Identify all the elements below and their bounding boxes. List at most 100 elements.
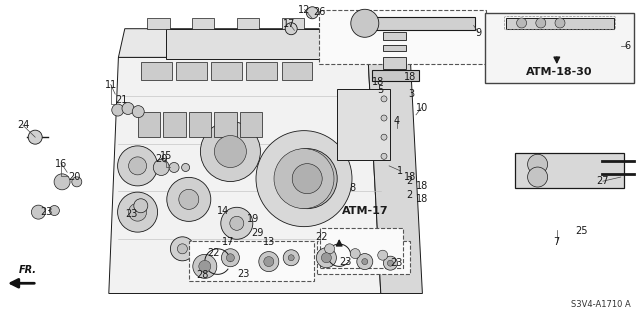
Bar — [246, 62, 277, 80]
Circle shape — [381, 115, 387, 121]
Text: 18: 18 — [403, 172, 416, 182]
Circle shape — [49, 205, 60, 216]
Text: 23: 23 — [339, 256, 352, 267]
Circle shape — [227, 254, 234, 262]
Circle shape — [351, 9, 379, 37]
Bar — [237, 18, 259, 29]
Circle shape — [129, 203, 147, 221]
Text: 26: 26 — [313, 7, 326, 17]
Text: 24: 24 — [17, 120, 29, 130]
Text: 1: 1 — [397, 166, 403, 176]
Text: 6: 6 — [624, 41, 630, 51]
Text: 23: 23 — [40, 207, 52, 217]
Circle shape — [381, 153, 387, 159]
Text: 5: 5 — [378, 85, 384, 95]
Text: 18: 18 — [416, 194, 429, 204]
Text: 17: 17 — [283, 19, 296, 29]
Circle shape — [259, 252, 279, 271]
Circle shape — [28, 130, 42, 144]
Circle shape — [182, 163, 189, 172]
Text: 28: 28 — [196, 270, 209, 280]
Circle shape — [362, 259, 368, 264]
Text: 23: 23 — [125, 209, 138, 219]
Bar — [189, 241, 314, 281]
Circle shape — [536, 18, 546, 28]
Circle shape — [383, 256, 397, 270]
Bar — [138, 112, 160, 137]
Circle shape — [277, 149, 337, 209]
Circle shape — [54, 174, 70, 190]
Polygon shape — [109, 57, 381, 293]
Text: 25: 25 — [575, 226, 588, 236]
Text: 4: 4 — [394, 115, 400, 126]
Bar — [141, 62, 172, 80]
Bar — [211, 62, 242, 80]
Circle shape — [31, 205, 45, 219]
Bar — [317, 241, 410, 274]
Text: 9: 9 — [476, 27, 482, 38]
Bar — [189, 112, 211, 137]
Text: 18: 18 — [371, 77, 384, 87]
Circle shape — [285, 23, 297, 35]
Bar — [319, 10, 486, 64]
Text: 13: 13 — [262, 237, 275, 248]
Circle shape — [288, 255, 294, 261]
Text: 22: 22 — [315, 232, 328, 242]
Text: S3V4-A1710 A: S3V4-A1710 A — [571, 300, 630, 309]
Circle shape — [357, 254, 372, 270]
Bar — [214, 112, 237, 137]
Polygon shape — [118, 29, 368, 57]
Bar — [365, 17, 475, 30]
Circle shape — [378, 250, 388, 260]
Bar — [176, 62, 207, 80]
Text: 21: 21 — [115, 94, 128, 105]
Circle shape — [350, 249, 360, 259]
Bar — [372, 70, 419, 81]
Circle shape — [221, 207, 253, 239]
Bar — [506, 18, 614, 29]
Text: 14: 14 — [216, 206, 229, 217]
Circle shape — [387, 260, 394, 266]
Text: 18: 18 — [403, 72, 416, 82]
Circle shape — [381, 134, 387, 140]
Circle shape — [283, 250, 300, 266]
Text: 12: 12 — [298, 4, 311, 15]
Bar — [383, 45, 406, 51]
Bar — [515, 153, 624, 188]
Circle shape — [118, 192, 157, 232]
Circle shape — [516, 18, 527, 28]
Circle shape — [324, 244, 335, 254]
Text: 15: 15 — [160, 151, 173, 161]
Text: 20: 20 — [68, 172, 81, 182]
Circle shape — [193, 254, 217, 278]
Text: 29: 29 — [251, 228, 264, 238]
Circle shape — [199, 260, 211, 272]
Circle shape — [221, 249, 239, 267]
Text: ATM-18-30: ATM-18-30 — [526, 67, 593, 77]
Circle shape — [167, 177, 211, 221]
Text: 11: 11 — [104, 79, 117, 90]
Text: 23: 23 — [390, 258, 403, 268]
Text: 8: 8 — [349, 182, 355, 193]
Bar — [282, 18, 304, 29]
Bar — [147, 18, 170, 29]
Circle shape — [169, 162, 179, 173]
Circle shape — [129, 157, 147, 175]
Circle shape — [112, 104, 124, 116]
Text: FR.: FR. — [19, 265, 36, 275]
Polygon shape — [355, 29, 422, 293]
Bar — [326, 18, 349, 29]
Text: 23: 23 — [237, 269, 250, 279]
Text: 18: 18 — [416, 181, 429, 191]
Circle shape — [274, 149, 334, 209]
Bar — [485, 13, 634, 83]
Circle shape — [179, 189, 199, 209]
Bar — [282, 62, 312, 80]
Circle shape — [200, 122, 260, 182]
Circle shape — [170, 237, 195, 261]
Circle shape — [307, 7, 318, 19]
Circle shape — [527, 167, 548, 187]
Text: 19: 19 — [246, 214, 259, 225]
Circle shape — [527, 154, 548, 174]
Circle shape — [321, 253, 332, 263]
